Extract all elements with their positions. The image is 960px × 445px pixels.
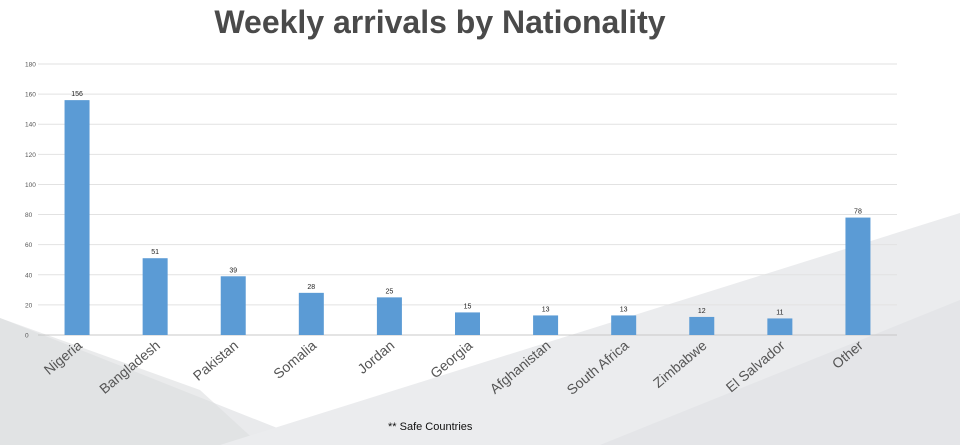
y-tick-label: 80 [25,212,33,219]
data-label: 39 [229,267,237,274]
data-label: 13 [542,306,550,313]
x-tick-label: Nigeria [41,337,85,378]
data-label: 51 [151,249,159,256]
y-tick-label: 60 [25,242,33,249]
bar [455,312,480,335]
x-tick-label: Afghanistan [487,337,554,397]
bar [689,316,715,335]
x-tick-label: Zimbabwe [650,337,710,391]
bar [611,315,637,335]
bar [845,217,871,335]
bar [298,292,324,335]
chart-title: Weekly arrivals by Nationality [214,4,666,40]
data-label: 25 [386,288,394,295]
data-label: 28 [307,284,315,291]
bar [64,100,90,335]
x-tick-label: Jordan [354,337,397,377]
y-tick-label: 100 [25,182,36,189]
y-tick-label: 120 [25,152,36,159]
y-tick-label: 160 [25,92,36,99]
x-tick-label: Georgia [427,337,476,381]
bar [142,258,168,335]
data-label: 156 [71,91,83,98]
data-label: 13 [620,306,628,313]
data-label: 11 [776,309,783,316]
x-tick-label: South Africa [563,337,631,398]
x-tick-label: El Salvador [723,337,788,395]
y-tick-label: 0 [25,333,29,340]
y-tick-label: 180 [25,62,36,69]
x-tick-label: Pakistan [190,337,241,384]
y-tick-label: 40 [25,272,33,279]
y-tick-label: 140 [25,122,36,129]
bar [533,315,559,335]
y-tick-label: 20 [25,302,33,309]
bar [376,297,402,335]
data-label: 78 [854,209,862,216]
bar [220,276,246,335]
data-label: 15 [464,303,472,310]
data-label: 12 [698,308,706,315]
x-tick-label: Bangladesh [96,337,163,397]
footnote: ** Safe Countries [388,421,473,433]
bar [767,318,793,335]
x-tick-label: Other [829,337,866,372]
x-tick-label: Somalia [270,337,319,382]
